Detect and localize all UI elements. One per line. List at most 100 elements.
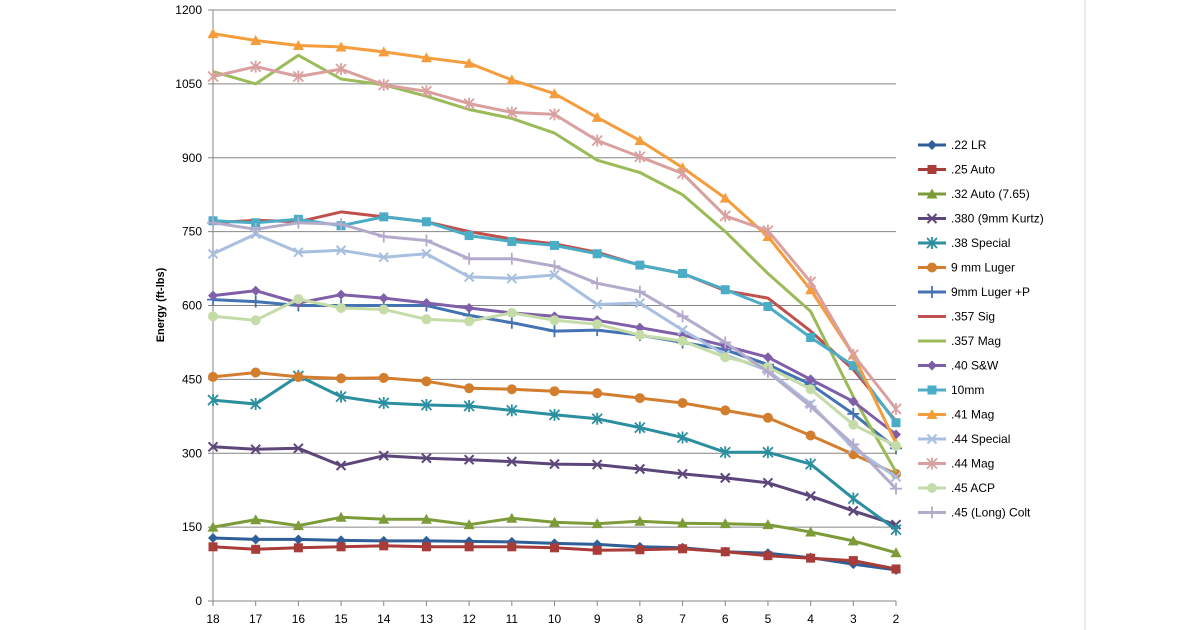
x-tick-label: 17	[249, 612, 263, 626]
data-point	[719, 518, 731, 529]
x-tick-label: 15	[334, 612, 348, 626]
data-point	[250, 514, 262, 525]
data-point	[805, 384, 816, 395]
data-point	[249, 295, 262, 308]
data-point	[634, 297, 646, 309]
data-point	[293, 443, 304, 454]
data-point	[720, 352, 731, 363]
data-point	[250, 367, 261, 378]
data-point	[420, 234, 433, 247]
data-point	[804, 275, 817, 288]
data-point	[549, 315, 560, 326]
data-point	[208, 290, 218, 301]
data-point	[335, 245, 347, 256]
legend-item-4: .38 Special	[918, 236, 1010, 250]
legend-item-6: 9mm Luger +P	[918, 285, 1030, 299]
legend-label: .38 Special	[951, 236, 1010, 250]
data-point	[591, 412, 603, 425]
legend-label: 9mm Luger +P	[951, 285, 1030, 299]
x-tick-labels: 18 17 16 15 14 13 12 11 10 9 8 7 6 5 4 3 2	[206, 601, 900, 626]
data-point	[378, 46, 390, 57]
data-point	[250, 315, 261, 326]
data-point	[890, 482, 902, 495]
data-point	[848, 505, 859, 517]
legend-item-2: .32 Auto (7.65)	[918, 187, 1030, 201]
data-point	[336, 302, 347, 313]
data-point	[463, 252, 476, 265]
data-point	[591, 518, 603, 529]
x-tick-label: 13	[420, 612, 434, 626]
data-point	[762, 446, 774, 459]
data-point	[634, 322, 645, 333]
data-point	[549, 269, 560, 281]
data-point	[421, 298, 432, 309]
data-point	[506, 404, 518, 417]
data-point	[763, 301, 773, 311]
data-point	[336, 373, 347, 384]
data-point	[293, 543, 303, 553]
data-point	[848, 361, 858, 371]
legend-item-1: .25 Auto	[918, 163, 995, 177]
data-point	[421, 376, 432, 387]
legend-label: .44 Mag	[951, 457, 994, 471]
legend-marker	[926, 506, 938, 519]
data-point	[506, 74, 518, 85]
legend-label: .380 (9mm Kurtz)	[951, 212, 1044, 226]
data-point	[847, 438, 860, 451]
data-point	[847, 407, 860, 420]
series-5	[208, 367, 901, 479]
data-point	[676, 310, 689, 323]
data-point	[250, 35, 262, 46]
data-point	[421, 452, 432, 464]
legend-label: .357 Mag	[951, 334, 1001, 348]
data-point	[678, 544, 688, 554]
data-point	[506, 106, 518, 119]
legend-marker	[926, 409, 938, 419]
legend-marker	[926, 237, 938, 249]
data-point	[335, 41, 347, 52]
legend-item-5: 9 mm Luger	[918, 261, 1015, 275]
data-point	[506, 456, 518, 467]
data-point	[633, 285, 646, 298]
series-4	[207, 369, 902, 536]
legend-item-3: .380 (9mm Kurtz)	[918, 212, 1044, 226]
data-point	[292, 39, 304, 50]
series-14	[208, 294, 901, 451]
data-point	[805, 374, 816, 385]
data-point	[208, 542, 218, 552]
data-point	[208, 311, 218, 322]
data-point	[377, 230, 390, 243]
x-tick-label: 16	[292, 612, 306, 626]
data-point	[292, 520, 304, 531]
legend-marker	[927, 385, 937, 395]
data-point	[207, 70, 219, 83]
data-point	[592, 545, 602, 555]
legend-item-10: 10mm	[918, 383, 984, 397]
data-point	[335, 390, 347, 403]
data-point	[676, 431, 689, 444]
legend-marker	[926, 457, 938, 470]
data-point	[250, 444, 261, 455]
series-3	[207, 441, 902, 530]
data-point	[463, 454, 475, 465]
data-point	[719, 192, 731, 203]
data-point	[463, 271, 475, 283]
x-tick-label: 5	[765, 612, 772, 626]
data-point	[847, 492, 859, 505]
data-point	[635, 260, 645, 270]
data-point	[250, 534, 261, 545]
data-point	[634, 463, 646, 475]
data-point	[507, 236, 517, 246]
data-point	[847, 348, 859, 361]
data-point	[847, 535, 859, 546]
data-point	[677, 335, 688, 346]
data-point	[208, 371, 218, 382]
data-point	[207, 521, 219, 532]
data-point	[293, 371, 304, 382]
data-point	[591, 299, 603, 310]
x-tick-label: 14	[377, 612, 391, 626]
data-point	[762, 352, 773, 363]
legend-marker	[926, 188, 938, 199]
data-point	[550, 543, 559, 553]
data-point	[848, 396, 859, 407]
